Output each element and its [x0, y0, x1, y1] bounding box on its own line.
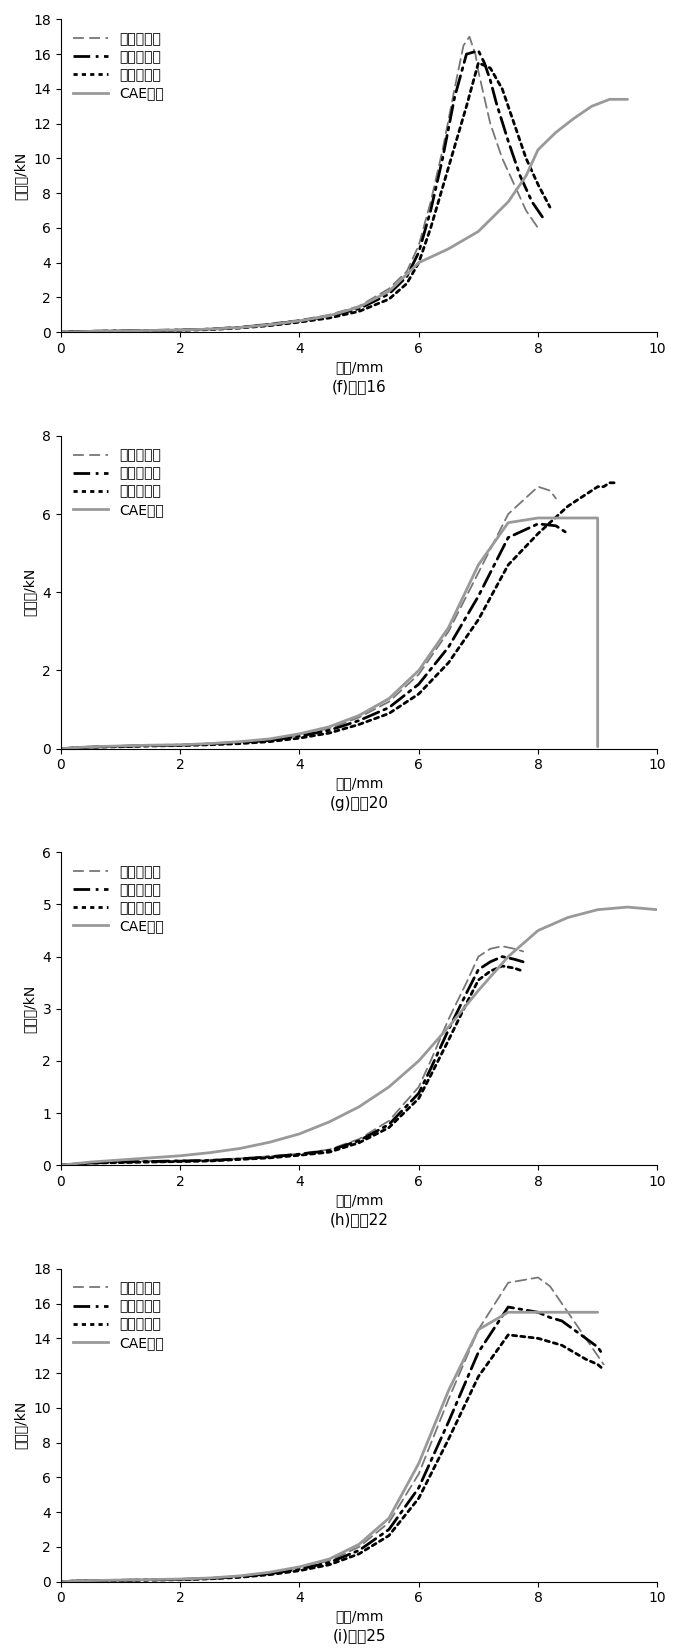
Text: (f)组全16: (f)组全16: [332, 380, 386, 395]
Text: (h)组全22: (h)组全22: [330, 1213, 388, 1227]
Legend: 试验最大值, 试验平均值, 试验最小值, CAE仿真: 试验最大值, 试验平均值, 试验最小值, CAE仿真: [68, 1275, 169, 1355]
X-axis label: 位移/mm: 位移/mm: [335, 776, 384, 791]
X-axis label: 位移/mm: 位移/mm: [335, 360, 384, 373]
X-axis label: 位移/mm: 位移/mm: [335, 1609, 384, 1624]
Legend: 试验最大值, 试验平均值, 试验最小值, CAE仿真: 试验最大值, 试验平均值, 试验最小值, CAE仿真: [68, 26, 169, 106]
Text: (i)组全25: (i)组全25: [333, 1629, 386, 1644]
Text: (g)组全20: (g)组全20: [330, 796, 388, 811]
Legend: 试验最大值, 试验平均值, 试验最小值, CAE仿真: 试验最大值, 试验平均值, 试验最小值, CAE仿真: [68, 859, 169, 938]
Y-axis label: 挤压力/kN: 挤压力/kN: [22, 568, 37, 616]
Y-axis label: 挤压力/kN: 挤压力/kN: [14, 152, 28, 200]
Legend: 试验最大值, 试验平均值, 试验最小值, CAE仿真: 试验最大值, 试验平均值, 试验最小值, CAE仿真: [68, 443, 169, 522]
Y-axis label: 挤压力/kN: 挤压力/kN: [14, 1401, 28, 1449]
X-axis label: 位移/mm: 位移/mm: [335, 1193, 384, 1208]
Y-axis label: 挤压力/kN: 挤压力/kN: [22, 985, 37, 1032]
